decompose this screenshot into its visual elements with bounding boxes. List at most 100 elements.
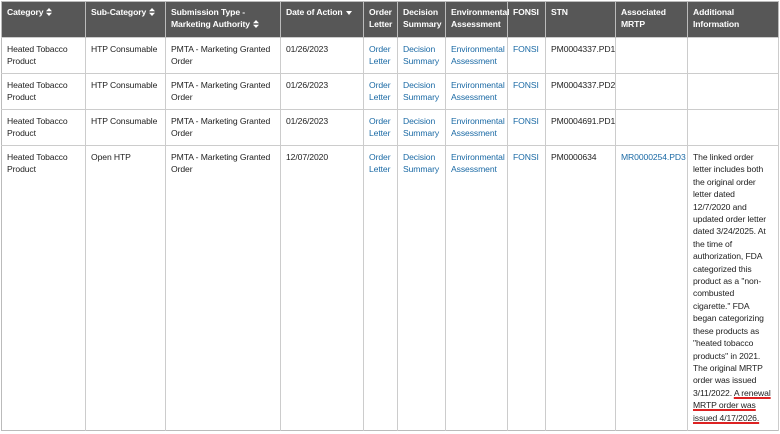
- column-header: Order Letter: [363, 1, 398, 38]
- cell: PM0004337.PD2: [545, 73, 616, 110]
- cell: Heated Tobacco Product: [1, 73, 86, 110]
- fonsi-link[interactable]: FONSI: [513, 116, 539, 126]
- table-row: Heated Tobacco Product HTP Consumable PMTA…: [1, 73, 779, 110]
- sub-category: HTP Consumable: [91, 80, 158, 90]
- cell: MR0000254.PD3: [615, 145, 688, 431]
- header-text: Additional Information: [693, 7, 740, 30]
- cell: The linked order letter includes both th…: [687, 145, 779, 431]
- order-letter-link[interactable]: Order Letter: [369, 116, 391, 139]
- submission-type: PMTA - Marketing Granted Order: [171, 80, 271, 103]
- header-text: Submission Type - Marketing Authority: [171, 7, 250, 30]
- category: Heated Tobacco Product: [7, 80, 68, 103]
- associated-mrtp-link[interactable]: MR0000254.PD3: [621, 152, 686, 162]
- cell: Environmental Assessment: [445, 109, 508, 146]
- cell: PMTA - Marketing Granted Order: [165, 37, 281, 74]
- header-text: FONSI: [513, 7, 539, 17]
- cell: Open HTP: [85, 145, 166, 431]
- sort-icon[interactable]: [149, 8, 156, 16]
- environmental-assessment-link[interactable]: Environmental Assessment: [451, 116, 505, 139]
- submission-type: PMTA - Marketing Granted Order: [171, 44, 271, 67]
- table-row: Heated Tobacco Product HTP Consumable PMTA…: [1, 37, 779, 74]
- cell: Environmental Assessment: [445, 73, 508, 110]
- cell: PMTA - Marketing Granted Order: [165, 145, 281, 431]
- sort-icon[interactable]: [252, 20, 259, 29]
- column-header[interactable]: Submission Type - Marketing Authority: [165, 1, 281, 38]
- cell: FONSI: [507, 37, 546, 74]
- header-text: Sub-Category: [91, 7, 147, 17]
- sub-category: Open HTP: [91, 152, 131, 162]
- column-header[interactable]: Category: [1, 1, 86, 38]
- cell: Decision Summary: [397, 109, 446, 146]
- date: 12/07/2020: [286, 152, 329, 162]
- sub-category: HTP Consumable: [91, 116, 158, 126]
- fonsi-link[interactable]: FONSI: [513, 152, 539, 162]
- cell: Heated Tobacco Product: [1, 145, 86, 431]
- cell: 01/26/2023: [280, 109, 364, 146]
- header-text: Environmental Assessment: [451, 7, 510, 30]
- category: Heated Tobacco Product: [7, 44, 68, 67]
- cell: 01/26/2023: [280, 37, 364, 74]
- cell: [687, 73, 779, 110]
- decision-summary-link[interactable]: Decision Summary: [403, 80, 440, 103]
- cell: 12/07/2020: [280, 145, 364, 431]
- order-letter-link[interactable]: Order Letter: [369, 44, 391, 67]
- date: 01/26/2023: [286, 44, 329, 54]
- cell: Decision Summary: [397, 73, 446, 110]
- cell: HTP Consumable: [85, 109, 166, 146]
- header-text: Decision Summary: [403, 7, 442, 30]
- decision-summary-link[interactable]: Decision Summary: [403, 116, 440, 139]
- column-header: Additional Information: [687, 1, 779, 38]
- header-text: Order Letter: [369, 7, 393, 30]
- column-header[interactable]: Date of Action: [280, 1, 364, 38]
- environmental-assessment-link[interactable]: Environmental Assessment: [451, 80, 505, 103]
- header-text: Associated MRTP: [621, 7, 666, 30]
- decision-summary-link[interactable]: Decision Summary: [403, 152, 440, 175]
- column-header: STN: [545, 1, 616, 38]
- stn: PM0000634: [551, 152, 597, 162]
- cell: [615, 109, 688, 146]
- environmental-assessment-link[interactable]: Environmental Assessment: [451, 152, 505, 175]
- fonsi-link[interactable]: FONSI: [513, 44, 539, 54]
- cell: FONSI: [507, 73, 546, 110]
- cell: Order Letter: [363, 109, 398, 146]
- header-text: STN: [551, 7, 568, 17]
- order-letter-link[interactable]: Order Letter: [369, 80, 391, 103]
- cell: PM0004691.PD1: [545, 109, 616, 146]
- sort-icon[interactable]: [345, 8, 352, 16]
- order-letter-link[interactable]: Order Letter: [369, 152, 391, 175]
- header-text: Date of Action: [286, 7, 343, 17]
- stn: PM0004337.PD2: [551, 80, 616, 90]
- column-header: Environmental Assessment: [445, 1, 510, 38]
- note-text: The linked order letter includes both th…: [693, 152, 767, 398]
- column-header: Associated MRTP: [615, 1, 688, 38]
- cell: PMTA - Marketing Granted Order: [165, 73, 281, 110]
- cell: [615, 37, 688, 74]
- category: Heated Tobacco Product: [7, 152, 68, 175]
- stn: PM0004337.PD1: [551, 44, 616, 54]
- fonsi-link[interactable]: FONSI: [513, 80, 539, 90]
- cell: Order Letter: [363, 145, 398, 431]
- cell: HTP Consumable: [85, 37, 166, 74]
- decision-summary-link[interactable]: Decision Summary: [403, 44, 440, 67]
- column-header[interactable]: Sub-Category: [85, 1, 166, 38]
- table-row: Heated Tobacco Product Open HTP PMTA - Mar…: [1, 145, 779, 431]
- table-row: Heated Tobacco Product HTP Consumable PMTA…: [1, 109, 779, 146]
- sort-icon[interactable]: [46, 8, 53, 16]
- cell: [687, 37, 779, 74]
- cell: 01/26/2023: [280, 73, 364, 110]
- header-text: Category: [7, 7, 44, 17]
- cell: HTP Consumable: [85, 73, 166, 110]
- table-body: Heated Tobacco Product HTP Consumable PMTA…: [1, 37, 779, 431]
- cell: Heated Tobacco Product: [1, 37, 86, 74]
- cell: Order Letter: [363, 37, 398, 74]
- cell: FONSI: [507, 109, 546, 146]
- cell: Order Letter: [363, 73, 398, 110]
- sub-category: HTP Consumable: [91, 44, 158, 54]
- cell: FONSI: [507, 145, 546, 431]
- highlighted-note: A renewal MRTP order was issued 4/17/202…: [693, 387, 771, 423]
- submission-type: PMTA - Marketing Granted Order: [171, 152, 271, 175]
- cell: Decision Summary: [397, 37, 446, 74]
- environmental-assessment-link[interactable]: Environmental Assessment: [451, 44, 505, 67]
